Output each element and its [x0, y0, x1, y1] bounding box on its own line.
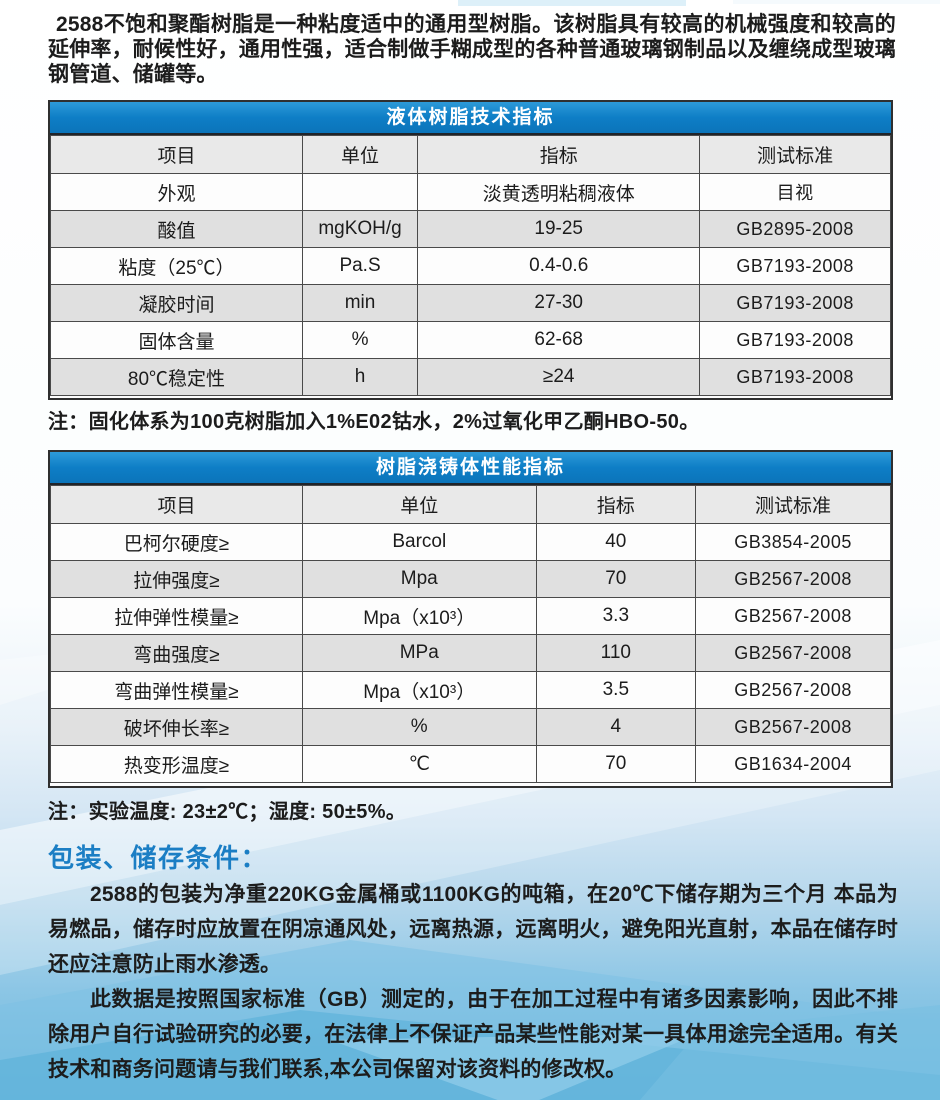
- table1-note: 注：固化体系为100克树脂加入1%E02钴水，2%过氧化甲乙酮HBO-50。: [48, 411, 700, 433]
- table-row: 破坏伸长率≥ % 4 GB2567-2008: [50, 708, 891, 746]
- col-header-index: 指标: [535, 485, 697, 524]
- packaging-storage-heading: 包装、储存条件：: [48, 843, 269, 873]
- col-header-item: 项目: [50, 135, 303, 174]
- cell-item: 80℃稳定性: [50, 358, 303, 396]
- cell-index: 27-30: [417, 284, 701, 322]
- intro-paragraph: 2588不饱和聚酯树脂是一种粘度适中的通用型树脂。该树脂具有较高的机械强度和较高…: [48, 13, 896, 86]
- liquid-resin-spec-table: 液体树脂技术指标 项目 单位 指标 测试标准 外观: [48, 100, 893, 400]
- table-title: 液体树脂技术指标: [50, 102, 891, 135]
- cell-index: 0.4-0.6: [417, 247, 701, 285]
- cell-unit: ℃: [302, 745, 537, 783]
- cell-index: 4: [535, 708, 697, 746]
- cell-item: 破坏伸长率≥: [50, 708, 303, 746]
- cell-standard: GB2567-2008: [695, 671, 891, 709]
- cell-item: 酸值: [50, 210, 303, 248]
- table-row: 弯曲强度≥ MPa 110 GB2567-2008: [50, 634, 891, 672]
- col-header-unit: 单位: [301, 135, 419, 174]
- cell-index: 3.3: [535, 597, 697, 635]
- cell-item: 弯曲弹性模量≥: [50, 671, 303, 709]
- col-header-unit: 单位: [302, 485, 537, 524]
- cell-standard: GB7193-2008: [699, 284, 891, 322]
- cell-item: 凝胶时间: [50, 284, 303, 322]
- table-row: 巴柯尔硬度≥ Barcol 40 GB3854-2005: [50, 523, 891, 561]
- table-row: 80℃稳定性 h ≥24 GB7193-2008: [50, 358, 891, 396]
- cell-unit: MPa: [302, 634, 537, 672]
- cell-unit: Mpa（x10³）: [302, 671, 537, 709]
- cell-unit: Mpa（x10³）: [302, 597, 537, 635]
- cell-unit: mgKOH/g: [301, 210, 419, 248]
- table-row: 拉伸弹性模量≥ Mpa（x10³） 3.3 GB2567-2008: [50, 597, 891, 635]
- cell-index: 淡黄透明粘稠液体: [417, 173, 701, 211]
- table-title: 树脂浇铸体性能指标: [50, 452, 891, 485]
- cell-standard: GB1634-2004: [695, 745, 891, 783]
- cell-standard: 目视: [699, 173, 891, 211]
- cell-index: 40: [535, 523, 697, 561]
- cell-unit: min: [301, 284, 419, 322]
- table-row: 酸值 mgKOH/g 19-25 GB2895-2008: [50, 210, 891, 248]
- cell-item: 外观: [50, 173, 303, 211]
- cell-standard: GB2567-2008: [695, 634, 891, 672]
- cell-unit: Barcol: [302, 523, 537, 561]
- cell-index: 19-25: [417, 210, 701, 248]
- cell-standard: GB2567-2008: [695, 597, 891, 635]
- cell-unit: %: [301, 321, 419, 359]
- cell-standard: GB7193-2008: [699, 247, 891, 285]
- cell-item: 拉伸弹性模量≥: [50, 597, 303, 635]
- header-row: 项目 单位 指标 测试标准: [50, 135, 891, 174]
- table-row: 粘度（25℃） Pa.S 0.4-0.6 GB7193-2008: [50, 247, 891, 285]
- cell-item: 固体含量: [50, 321, 303, 359]
- casting-performance-table: 树脂浇铸体性能指标 项目 单位 指标 测试标准 巴柯尔硬度≥ B: [48, 450, 893, 788]
- table-row: 凝胶时间 min 27-30 GB7193-2008: [50, 284, 891, 322]
- cell-standard: GB7193-2008: [699, 321, 891, 359]
- cell-item: 弯曲强度≥: [50, 634, 303, 672]
- cell-index: 70: [535, 560, 697, 598]
- col-header-standard: 测试标准: [699, 135, 891, 174]
- cell-item: 拉伸强度≥: [50, 560, 303, 598]
- disclaimer-paragraph: 此数据是按照国家标准（GB）测定的，由于在加工过程中有诸多因素影响，因此不排除用…: [48, 988, 898, 1081]
- cell-unit: [301, 173, 419, 211]
- packaging-paragraph: 2588的包装为净重220KG金属桶或1100KG的吨箱，在20℃下储存期为三个…: [48, 883, 898, 976]
- col-header-standard: 测试标准: [695, 485, 891, 524]
- cell-unit: h: [301, 358, 419, 396]
- cell-index: ≥24: [417, 358, 701, 396]
- table-row: 热变形温度≥ ℃ 70 GB1634-2004: [50, 745, 891, 783]
- cell-unit: %: [302, 708, 537, 746]
- cell-standard: GB2567-2008: [695, 708, 891, 746]
- table2-note: 注：实验温度: 23±2℃；湿度: 50±5%。: [48, 801, 407, 823]
- cell-item: 巴柯尔硬度≥: [50, 523, 303, 561]
- cell-standard: GB2567-2008: [695, 560, 891, 598]
- cell-item: 粘度（25℃）: [50, 247, 303, 285]
- cell-item: 热变形温度≥: [50, 745, 303, 783]
- table-row: 外观 淡黄透明粘稠液体 目视: [50, 173, 891, 211]
- cell-unit: Pa.S: [301, 247, 419, 285]
- header-row: 项目 单位 指标 测试标准: [50, 485, 891, 524]
- cell-index: 3.5: [535, 671, 697, 709]
- cell-index: 62-68: [417, 321, 701, 359]
- table-row: 拉伸强度≥ Mpa 70 GB2567-2008: [50, 560, 891, 598]
- cell-standard: GB2895-2008: [699, 210, 891, 248]
- cell-index: 70: [535, 745, 697, 783]
- col-header-index: 指标: [417, 135, 701, 174]
- table-row: 固体含量 % 62-68 GB7193-2008: [50, 321, 891, 359]
- cell-standard: GB7193-2008: [699, 358, 891, 396]
- cell-unit: Mpa: [302, 560, 537, 598]
- cell-index: 110: [535, 634, 697, 672]
- cell-standard: GB3854-2005: [695, 523, 891, 561]
- table-row: 弯曲弹性模量≥ Mpa（x10³） 3.5 GB2567-2008: [50, 671, 891, 709]
- col-header-item: 项目: [50, 485, 303, 524]
